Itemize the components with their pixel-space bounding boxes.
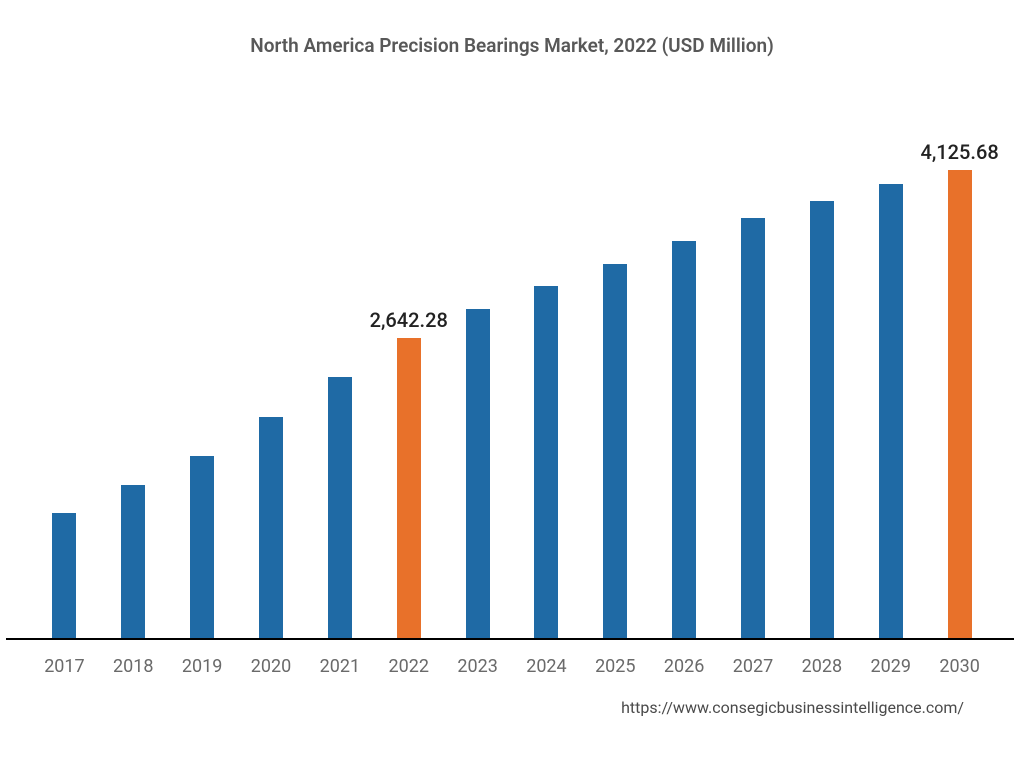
bar-slot <box>168 150 237 638</box>
bar-slot <box>99 150 168 638</box>
bar-slot <box>443 150 512 638</box>
bar <box>328 377 352 638</box>
bar <box>879 184 903 638</box>
x-axis-tick-label: 2020 <box>237 656 306 677</box>
bar <box>741 218 765 638</box>
x-axis-tick-label: 2029 <box>856 656 925 677</box>
bar-slot <box>787 150 856 638</box>
bar-slot: 4,125.68 <box>925 150 994 638</box>
bar-slot <box>512 150 581 638</box>
x-axis-tick-label: 2017 <box>30 656 99 677</box>
bar <box>397 338 421 638</box>
bar <box>259 417 283 638</box>
bar-slot <box>305 150 374 638</box>
bar-slot: 2,642.28 <box>374 150 443 638</box>
x-axis-tick-label: 2025 <box>581 656 650 677</box>
bar <box>121 485 145 638</box>
bar-slot <box>650 150 719 638</box>
x-axis-tick-label: 2022 <box>374 656 443 677</box>
bar-slot <box>237 150 306 638</box>
bar-slot <box>719 150 788 638</box>
bar <box>810 201 834 638</box>
chart-plot-area: 2,642.28 4,125.68 <box>30 150 994 638</box>
bar <box>672 241 696 638</box>
bar <box>190 456 214 638</box>
x-axis-tick-label: 2027 <box>719 656 788 677</box>
chart-title: North America Precision Bearings Market,… <box>0 34 1024 57</box>
chart-container: North America Precision Bearings Market,… <box>0 0 1024 768</box>
x-axis-tick-label: 2028 <box>787 656 856 677</box>
bar <box>948 170 972 638</box>
x-axis-tick-label: 2026 <box>650 656 719 677</box>
bar-slot <box>856 150 925 638</box>
bar <box>466 309 490 638</box>
x-axis-tick-label: 2024 <box>512 656 581 677</box>
x-axis-tick-label: 2019 <box>168 656 237 677</box>
bar <box>603 264 627 639</box>
x-axis-baseline <box>6 638 1014 640</box>
bar <box>52 513 76 638</box>
bar-value-label: 4,125.68 <box>900 140 1020 164</box>
bar-group: 2,642.28 4,125.68 <box>30 150 994 638</box>
bar-slot <box>30 150 99 638</box>
x-axis-tick-label: 2018 <box>99 656 168 677</box>
x-axis-labels: 2017201820192020202120222023202420252026… <box>30 656 994 677</box>
x-axis-tick-label: 2021 <box>305 656 374 677</box>
x-axis-tick-label: 2030 <box>925 656 994 677</box>
x-axis-tick-label: 2023 <box>443 656 512 677</box>
bar <box>534 286 558 638</box>
bar-slot <box>581 150 650 638</box>
source-url: https://www.consegicbusinessintelligence… <box>621 698 964 717</box>
